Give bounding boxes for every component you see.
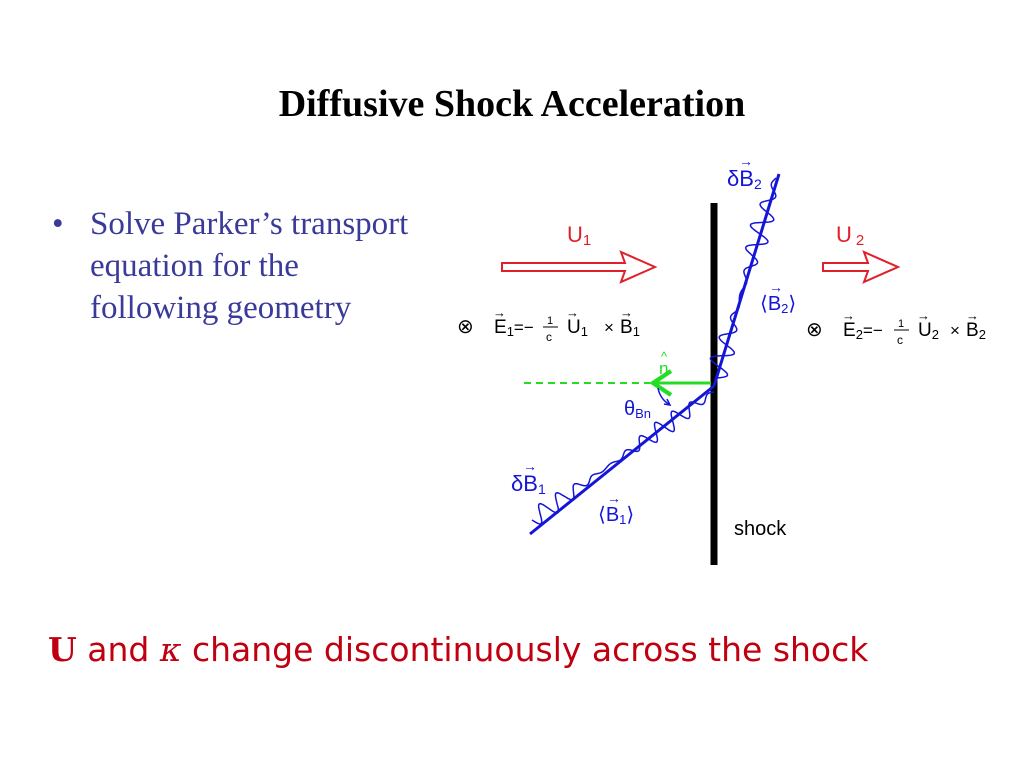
slide-title: Diffusive Shock Acceleration (278, 83, 746, 125)
vector-arrow-icon: → (966, 308, 979, 323)
efield-upstream-equation: ⊗ E1=− → 1 c U1 → × B1 → (457, 305, 640, 344)
mean-b2-label: ⟨B2⟩ (760, 293, 796, 316)
shock-label: shock (734, 518, 787, 540)
vector-arrow-icon: → (917, 308, 930, 323)
normal-label: n (659, 359, 668, 378)
upstream-flow-arrow (501, 250, 658, 284)
footer-statement: U and κ change discontinuously across th… (48, 630, 968, 669)
upstream-velocity-label: U1 (567, 222, 591, 249)
efield-upstream-label: E1=− (494, 317, 534, 339)
fraction-denominator: c (546, 330, 552, 344)
mean-b1-label: ⟨B1⟩ (598, 504, 634, 527)
delta-b2-label: δB2 (727, 166, 762, 192)
angle-arc-arrowhead (663, 398, 672, 406)
footer-rest: change discontinuously across the shock (181, 630, 869, 669)
theta-bn-label: θBn (624, 398, 651, 421)
upstream-mean-field-line (529, 384, 715, 536)
cross-product-symbol: × (950, 321, 960, 340)
upstream-field-fluctuation (531, 391, 715, 525)
into-page-symbol-downstream: ⊗ (806, 319, 823, 341)
normal-hat: ^ (661, 349, 668, 364)
downstream-flow-arrow (822, 250, 901, 284)
angle-arc (657, 387, 671, 406)
fraction-numerator: 1 (547, 315, 553, 327)
symbol-kappa: κ (159, 630, 182, 669)
cross-product-symbol: × (604, 318, 614, 337)
efield-downstream-equation: ⊗ E2=− → 1 c U2 → × B2 → (806, 308, 986, 347)
fraction-denominator: c (897, 333, 903, 347)
vector-arrow-icon: → (566, 305, 579, 320)
bullet-text: Solve Parker’s transport equation for th… (90, 206, 409, 326)
velocity-term-downstream: U2 (918, 320, 939, 342)
vector-arrow-icon: → (842, 308, 855, 323)
bullet-dot: • (52, 206, 64, 242)
efield-downstream-label: E2=− (843, 320, 883, 342)
velocity-term-upstream: U1 (567, 317, 588, 339)
into-page-symbol-upstream: ⊗ (457, 316, 474, 338)
vector-arrow-icon: → (607, 490, 621, 506)
downstream-field-fluctuation (709, 177, 777, 379)
bfield-term-downstream: B2 (966, 320, 986, 342)
fraction-numerator: 1 (898, 318, 904, 330)
vector-arrow-icon: → (769, 279, 783, 295)
bfield-term-upstream: B1 (620, 317, 640, 339)
footer-and: and (76, 630, 160, 669)
symbol-u: U (48, 630, 77, 669)
vector-arrow-icon: → (493, 305, 506, 320)
vector-arrow-icon: → (523, 458, 537, 474)
vector-arrow-icon: → (739, 153, 753, 169)
vector-arrow-icon: → (620, 305, 633, 320)
delta-b1-label: δB1 (511, 471, 546, 497)
bullet-list: • Solve Parker’s transport equation for … (52, 203, 412, 329)
bullet-item: • Solve Parker’s transport equation for … (52, 203, 412, 329)
